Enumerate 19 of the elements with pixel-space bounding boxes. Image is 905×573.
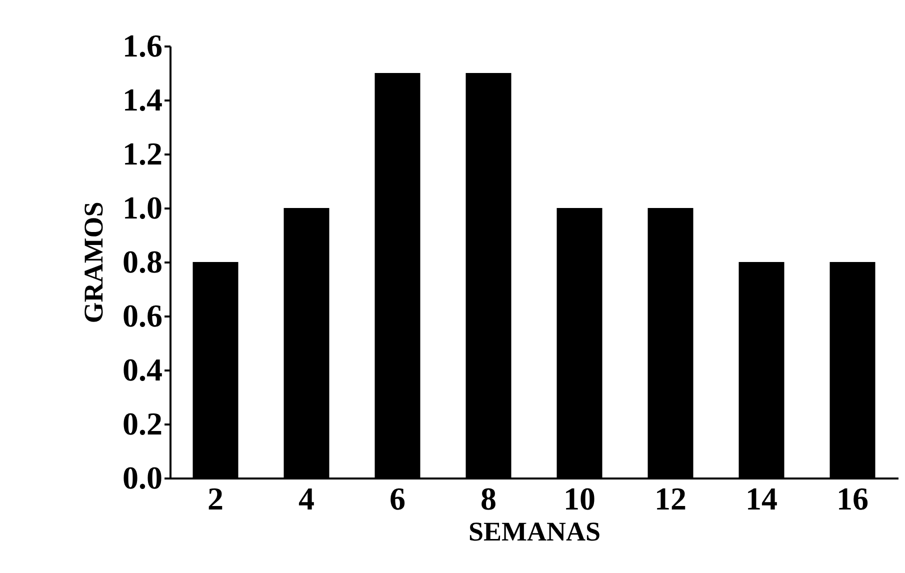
x-tick-label: 8 — [480, 480, 496, 516]
x-tick-label: 14 — [746, 480, 778, 516]
x-tick-label: 10 — [564, 480, 596, 516]
y-axis-title: GRAMOS — [78, 202, 108, 324]
y-tick-label: 1.4 — [122, 82, 162, 118]
x-axis-title: SEMANAS — [468, 516, 601, 546]
x-tick-label: 4 — [298, 480, 314, 516]
x-tick-label: 6 — [390, 480, 406, 516]
y-tick-label: 0.0 — [122, 460, 162, 496]
x-tick-label: 2 — [208, 480, 224, 516]
y-tick-label: 1.0 — [122, 190, 162, 226]
y-tick-label: 1.6 — [122, 28, 162, 64]
x-tick-label: 12 — [654, 480, 686, 516]
y-tick-label: 1.2 — [122, 136, 162, 172]
y-tick-label: 0.4 — [122, 352, 162, 388]
y-tick-label: 0.2 — [122, 406, 162, 442]
y-tick-label: 0.6 — [122, 298, 162, 334]
x-tick-label: 16 — [836, 480, 868, 516]
y-tick-label: 0.8 — [122, 244, 162, 280]
